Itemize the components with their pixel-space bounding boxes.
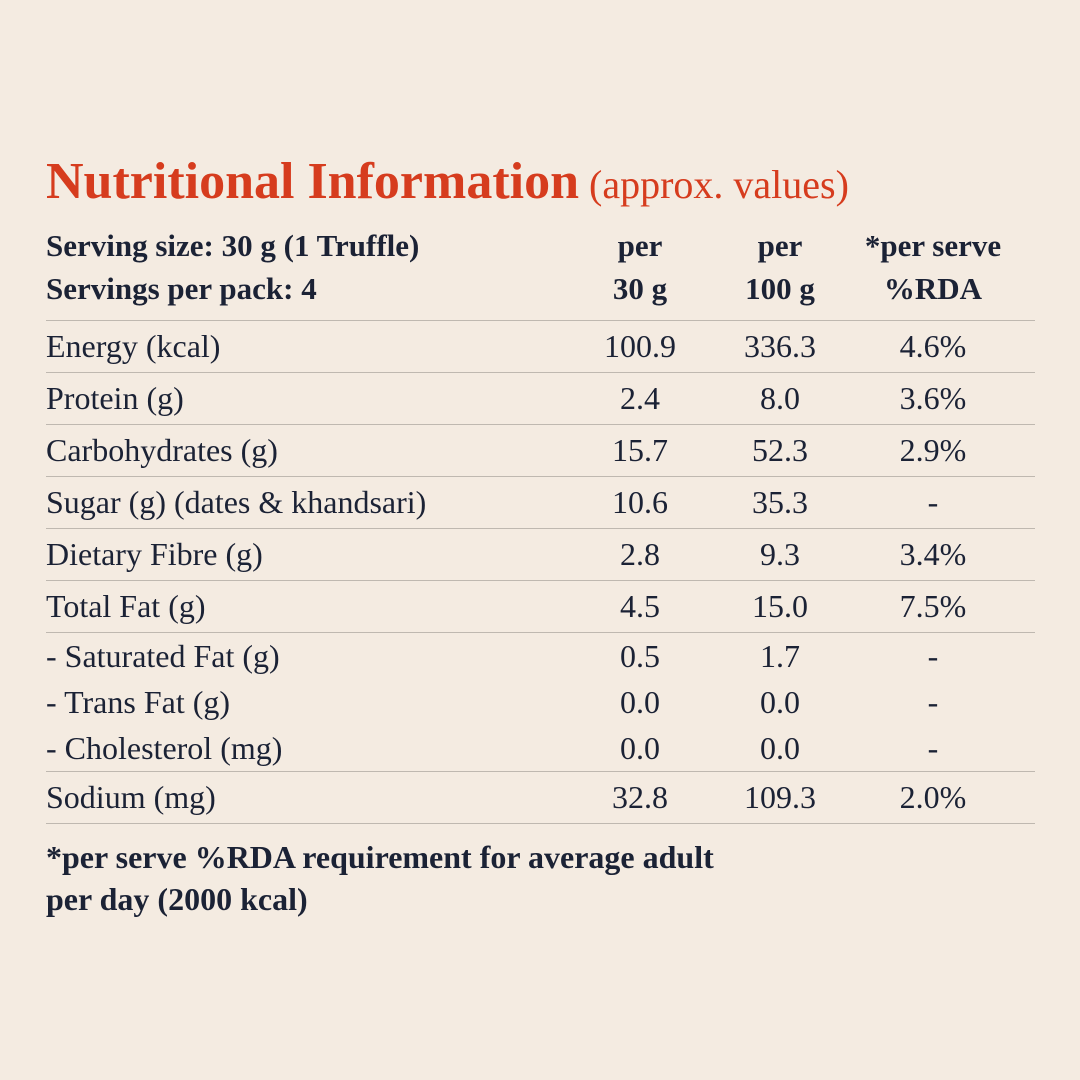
table-row: Dietary Fibre (g) 2.8 9.3 3.4% — [46, 529, 1035, 580]
table-row: - Trans Fat (g) 0.0 0.0 - — [46, 679, 1035, 725]
serving-line: Serving size: 30 g (1 Truffle) — [46, 228, 420, 263]
cell-value: 2.8 — [620, 536, 660, 572]
row-group: Energy (kcal) 100.9 336.3 4.6% — [46, 321, 1035, 373]
title: Nutritional Information — [46, 153, 579, 210]
subtitle: (approx. values) — [589, 162, 849, 207]
cell-value: 32.8 — [612, 779, 668, 815]
cell-value: 15.7 — [612, 432, 668, 468]
row-label: Energy (kcal) — [46, 328, 221, 364]
row-group: Total Fat (g) 4.5 15.0 7.5% — [46, 581, 1035, 633]
cell-value: 3.6% — [899, 380, 967, 416]
column-header: 100 g — [745, 271, 815, 306]
cell-value: 8.0 — [760, 380, 800, 416]
cell-value: 0.0 — [760, 730, 800, 766]
row-group: Protein (g) 2.4 8.0 3.6% — [46, 373, 1035, 425]
cell-value: 3.4% — [899, 536, 967, 572]
cell-value: - — [927, 638, 939, 674]
row-label: Dietary Fibre (g) — [46, 536, 263, 572]
row-label: Sugar (g) (dates & khandsari) — [46, 484, 427, 520]
cell-value: - — [927, 730, 939, 766]
table-row: Carbohydrates (g) 15.7 52.3 2.9% — [46, 425, 1035, 476]
row-label: Total Fat (g) — [46, 588, 206, 624]
cell-value: 4.5 — [620, 588, 660, 624]
nutrition-table: Energy (kcal) 100.9 336.3 4.6% Protein (g) 2.… — [46, 320, 1035, 824]
cell-value: - — [927, 684, 939, 720]
footnote-line: per day (2000 kcal) — [46, 881, 308, 917]
row-group: - Saturated Fat (g) 0.5 1.7- - Trans Fat (g… — [46, 633, 1035, 772]
cell-value: 0.0 — [620, 684, 660, 720]
row-label: Protein (g) — [46, 380, 184, 416]
cell-value: 2.0% — [899, 779, 967, 815]
cell-value: 15.0 — [752, 588, 808, 624]
cell-value: 35.3 — [752, 484, 808, 520]
cell-value: 0.0 — [620, 730, 660, 766]
cell-value: 10.6 — [612, 484, 668, 520]
cell-value: 0.5 — [620, 638, 660, 674]
table-row: Total Fat (g) 4.5 15.0 7.5% — [46, 581, 1035, 632]
table-row: Protein (g) 2.4 8.0 3.6% — [46, 373, 1035, 424]
row-group: Dietary Fibre (g) 2.8 9.3 3.4% — [46, 529, 1035, 581]
footnote: *per serve %RDA requirement for average … — [46, 836, 714, 920]
column-header: 30 g — [612, 271, 668, 306]
row-group: Sodium (mg) 32.8 109.3 2.0% — [46, 772, 1035, 824]
cell-value: 2.4 — [620, 380, 660, 416]
cell-value: 2.9% — [899, 432, 967, 468]
table-header: Serving size: 30 g (1 Truffle) Servings p… — [46, 224, 1035, 320]
title-block: Nutritional Information (approx. values) — [46, 152, 849, 211]
serving-line: Servings per pack: 4 — [46, 271, 317, 306]
row-label: Carbohydrates (g) — [46, 432, 278, 468]
cell-value: 109.3 — [744, 779, 816, 815]
cell-value: 100.9 — [604, 328, 676, 364]
cell-value: - — [927, 484, 939, 520]
row-label: - Trans Fat (g) — [46, 684, 231, 720]
cell-value: 7.5% — [899, 588, 967, 624]
table-row: Energy (kcal) 100.9 336.3 4.6% — [46, 321, 1035, 372]
row-group: Carbohydrates (g) 15.7 52.3 2.9% — [46, 425, 1035, 477]
table-row: Sodium (mg) 32.8 109.3 2.0% — [46, 772, 1035, 823]
footnote-line: *per serve %RDA requirement for average … — [46, 839, 714, 875]
cell-value: 336.3 — [744, 328, 816, 364]
row-label: - Saturated Fat (g) — [46, 638, 280, 674]
table-row: - Saturated Fat (g) 0.5 1.7 - — [46, 633, 1035, 679]
table-row: Sugar (g) (dates & khandsari) 10.6 35.3 - — [46, 477, 1035, 528]
cell-value: 0.0 — [760, 684, 800, 720]
column-header: per — [757, 228, 803, 263]
cell-value: 1.7 — [760, 638, 800, 674]
cell-value: 9.3 — [760, 536, 800, 572]
row-group: Sugar (g) (dates & khandsari) 10.6 35.3 - — [46, 477, 1035, 529]
table-row: - Cholesterol (mg) 0.0 0.0 - — [46, 725, 1035, 771]
cell-value: 4.6% — [899, 328, 967, 364]
cell-value: 52.3 — [752, 432, 808, 468]
row-label: - Cholesterol (mg) — [46, 730, 283, 766]
column-header: *per serve — [864, 228, 1002, 263]
row-label: Sodium (mg) — [46, 779, 216, 815]
column-header: %RDA — [883, 271, 983, 306]
column-header: per — [617, 228, 663, 263]
